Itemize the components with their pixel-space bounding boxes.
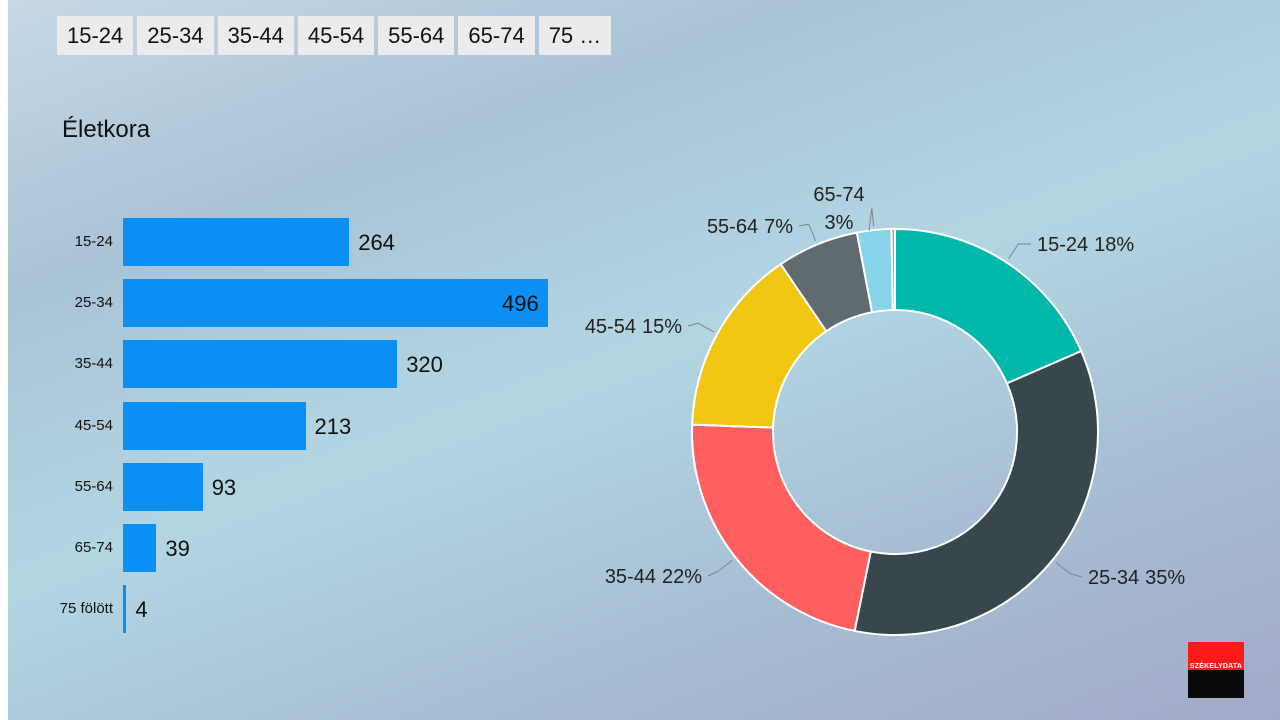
bar-row: 15-24 264 bbox=[0, 218, 640, 266]
donut-label: 55-64 7% bbox=[707, 216, 793, 238]
bar-category-label: 25-34 bbox=[74, 294, 113, 312]
tab-age-1[interactable]: 25-34 bbox=[137, 16, 214, 55]
leader-line bbox=[868, 208, 875, 232]
chart-title: Életkora bbox=[62, 116, 151, 143]
bar bbox=[123, 462, 203, 511]
age-filter-tabs: 15-24 25-34 35-44 45-54 55-64 65-74 75 … bbox=[57, 16, 612, 55]
bar-row: 55-64 93 bbox=[0, 462, 640, 511]
bar-chart: 15-24 264 25-34 496 35-44 320 45-54 213 55-64 93 6… bbox=[0, 218, 640, 634]
bar bbox=[123, 218, 350, 266]
bar-value-label: 93 bbox=[211, 474, 237, 500]
donut-label: 65-74 bbox=[813, 184, 864, 206]
bar-category-label: 65-74 bbox=[74, 539, 113, 556]
szekelydata-logo: SZÉKELYDATA bbox=[1188, 642, 1244, 698]
bar-row: 45-54 213 bbox=[0, 401, 640, 450]
tab-age-2[interactable]: 35-44 bbox=[217, 16, 294, 55]
bar bbox=[123, 524, 157, 572]
donut-slice bbox=[890, 227, 896, 312]
tab-age-3[interactable]: 45-54 bbox=[297, 16, 375, 55]
tab-age-4[interactable]: 55-64 bbox=[378, 16, 455, 55]
bar-row: 25-34 496 bbox=[0, 279, 640, 328]
bar-value-label: 213 bbox=[314, 413, 352, 439]
bar-value-label: 496 bbox=[502, 291, 539, 317]
donut-category-label: 55-64 bbox=[707, 216, 758, 238]
donut-category-label: 35-44 bbox=[605, 566, 656, 588]
leader-line bbox=[798, 223, 817, 242]
tab-age-0[interactable]: 15-24 bbox=[57, 16, 134, 55]
donut-label: 25-34 35% bbox=[1088, 567, 1185, 589]
leader-line bbox=[707, 559, 733, 577]
donut-slice bbox=[853, 349, 1099, 636]
tab-age-6[interactable]: 75 … bbox=[538, 16, 612, 55]
bar bbox=[123, 340, 398, 389]
bar-value-label: 264 bbox=[358, 230, 395, 255]
donut-percent-label: 22% bbox=[662, 566, 702, 588]
donut-label: 15-24 18% bbox=[1037, 234, 1134, 256]
leader-line bbox=[1008, 243, 1032, 260]
leader-line bbox=[1055, 561, 1083, 578]
bar-value-label: 39 bbox=[165, 536, 190, 561]
bar-row: 75 fölött 4 bbox=[0, 585, 640, 634]
bar-value-label: 4 bbox=[135, 597, 148, 623]
donut-percent-label: 7% bbox=[764, 216, 793, 238]
bar-category-label: 45-54 bbox=[74, 416, 113, 434]
donut-slice bbox=[691, 423, 872, 633]
bar-category-label: 75 fölött bbox=[59, 600, 113, 618]
bar-row: 65-74 39 bbox=[0, 524, 640, 572]
bar-category-label: 15-24 bbox=[74, 233, 113, 250]
donut-percent-label: 35% bbox=[1145, 567, 1185, 589]
donut-category-label: 15-24 bbox=[1037, 234, 1088, 256]
bar bbox=[123, 279, 548, 328]
bar bbox=[123, 585, 127, 634]
logo-text: SZÉKELYDATA bbox=[1189, 663, 1243, 670]
bar-row: 35-44 320 bbox=[0, 340, 640, 389]
donut-category-label: 45-54 bbox=[585, 316, 636, 338]
donut-percent-label: 3% bbox=[825, 212, 854, 234]
leader-line bbox=[687, 322, 715, 333]
donut-category-label: 25-34 bbox=[1088, 567, 1139, 589]
bar-category-label: 35-44 bbox=[74, 355, 113, 373]
donut-label: 45-54 15% bbox=[585, 316, 682, 338]
donut-percent-label: 18% bbox=[1094, 234, 1134, 256]
donut-label: 35-44 22% bbox=[605, 566, 702, 588]
tab-age-5[interactable]: 65-74 bbox=[458, 16, 535, 55]
bar bbox=[123, 401, 306, 450]
donut-percent-label: 15% bbox=[642, 316, 682, 338]
bar-category-label: 55-64 bbox=[74, 477, 113, 495]
bar-value-label: 320 bbox=[406, 352, 443, 378]
